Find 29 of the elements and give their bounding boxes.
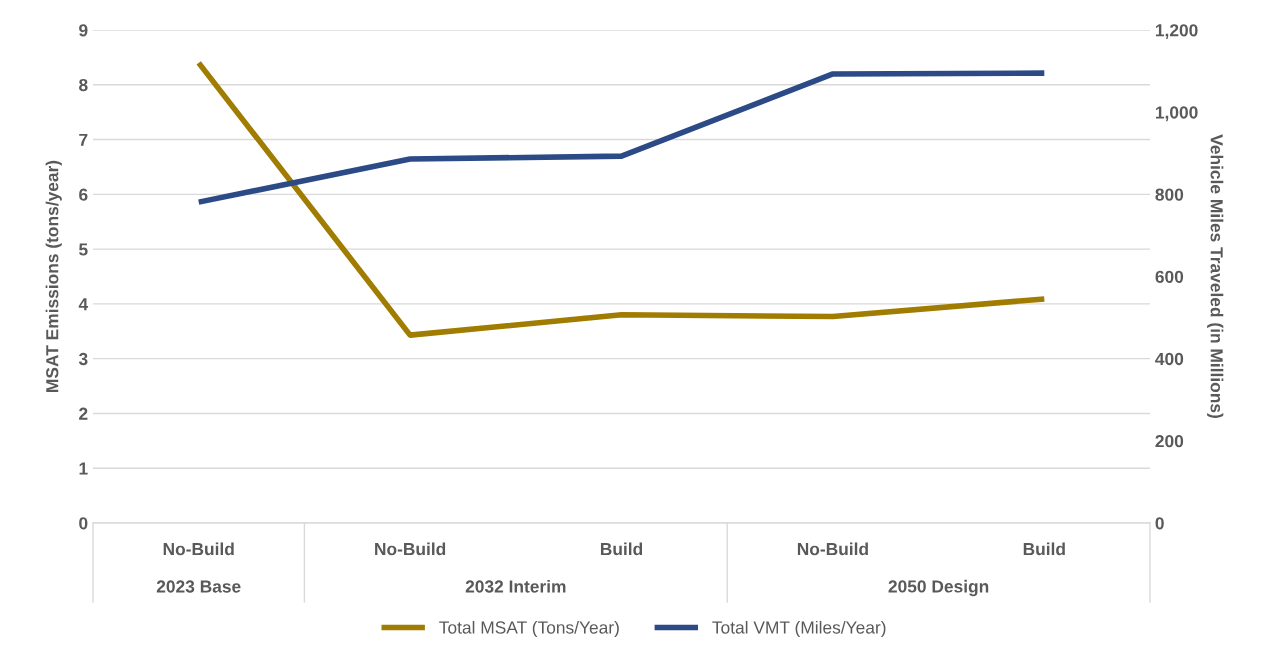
y-tick-label: 9 [79, 24, 88, 37]
y2-tick-label: 1,200 [1155, 24, 1198, 39]
y2-tick-label: 600 [1155, 270, 1184, 283]
x-tick-label: No-Build [163, 542, 234, 556]
y-tick-label: 3 [78, 352, 88, 366]
legend-label: Total MSAT (Tons/Year) [439, 620, 619, 638]
text: 2050 Design [888, 579, 989, 597]
text: 2023 Base [156, 580, 241, 593]
y2-axis-title: Vehicle Miles Traveled (in Millions) [1207, 134, 1224, 418]
y2-tick-label: 400 [1155, 352, 1184, 366]
y-tick-label: 8 [79, 78, 88, 92]
y-axis-title: MSAT Emissions (tons/year) [45, 160, 62, 392]
x-tick-label: No-Build [797, 542, 868, 556]
y-tick-label: 7 [79, 133, 88, 146]
y2-tick-label: 800 [1155, 188, 1184, 201]
x-tick-label: Build [1023, 542, 1065, 556]
y2-tick-label: 0 [1155, 517, 1164, 530]
y-tick-label: 1 [79, 462, 88, 475]
y2-tick-label: 1,000 [1155, 106, 1198, 122]
y-tick-label: 4 [78, 298, 89, 311]
text: 2032 Interim [465, 579, 566, 593]
legend-label: Total VMT (Miles/Year) [712, 620, 886, 638]
y-tick-label: 6 [79, 188, 88, 201]
y-tick-label: 5 [79, 243, 88, 256]
y2-tick-label: 200 [1155, 435, 1184, 448]
y-tick-label: 2 [79, 407, 88, 420]
x-tick-label: No-Build [375, 542, 446, 556]
x-tick-label: Build [600, 542, 643, 556]
y-tick-label: 0 [79, 517, 88, 530]
